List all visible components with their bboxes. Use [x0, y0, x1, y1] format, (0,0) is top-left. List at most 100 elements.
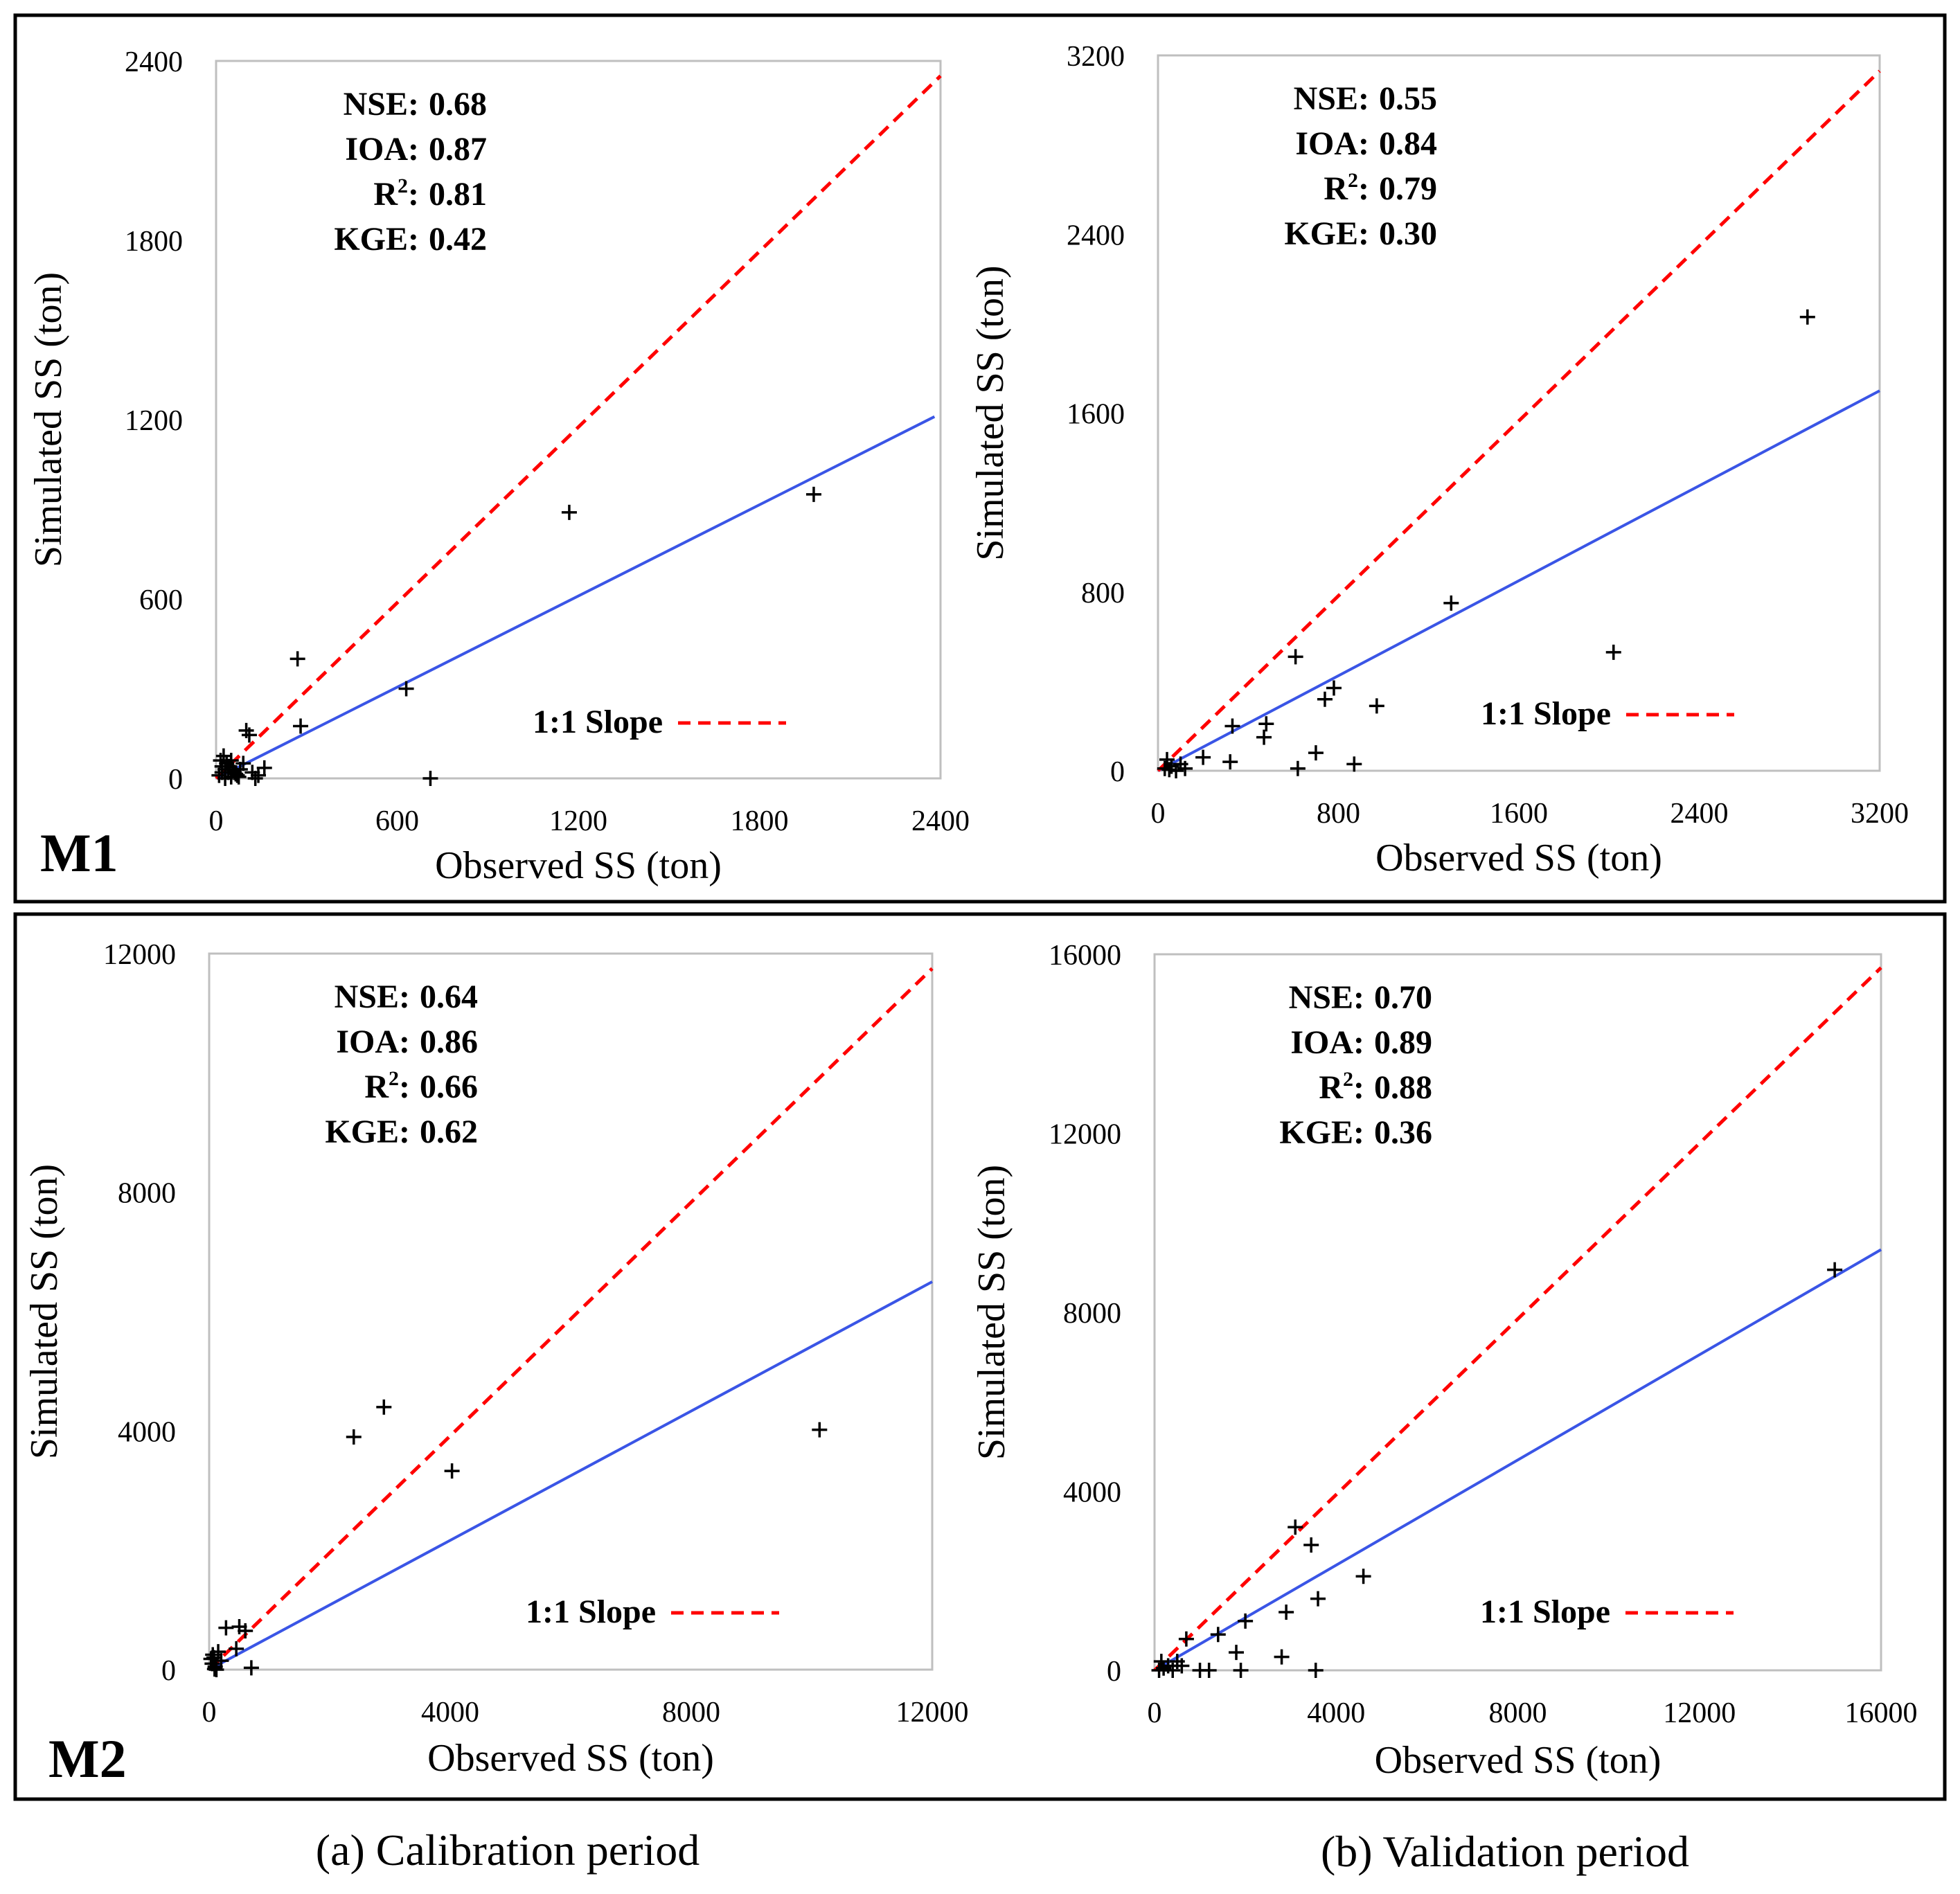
- data-point: [346, 1429, 362, 1445]
- y-tick-label: 2400: [1067, 220, 1125, 251]
- data-point: [235, 756, 251, 771]
- caption-calibration: (a) Calibration period: [316, 1825, 700, 1875]
- stat-label-nse: NSE:: [1289, 979, 1364, 1016]
- y-tick-label: 0: [168, 764, 183, 796]
- y-tick-label: 0: [1107, 1656, 1121, 1688]
- regression-line: [208, 1280, 933, 1671]
- data-point: [218, 1620, 234, 1636]
- data-point: [1317, 691, 1333, 707]
- data-point: [1290, 760, 1306, 776]
- stat-label-r: R2:: [1319, 1068, 1364, 1106]
- data-point: [1303, 1537, 1319, 1553]
- data-point: [1174, 1658, 1190, 1674]
- plot-area: [1157, 54, 1881, 772]
- x-tick-label: 12000: [896, 1697, 969, 1728]
- stat-label-nse: NSE:: [1294, 80, 1369, 117]
- data-point: [243, 1660, 259, 1676]
- x-tick-label: 2400: [911, 805, 970, 837]
- x-tick-label: 4000: [421, 1697, 479, 1728]
- stat-label-ioa: IOA:: [1295, 125, 1369, 162]
- y-tick-label: 0: [1110, 756, 1125, 788]
- regression-line: [1157, 389, 1880, 772]
- x-tick-label: 12000: [1663, 1697, 1736, 1729]
- data-point: [812, 1422, 828, 1438]
- data-point: [1279, 1604, 1294, 1620]
- x-tick-label: 16000: [1845, 1697, 1918, 1729]
- stat-value-ioa: 0.89: [1374, 1024, 1432, 1061]
- data-point: [1229, 1645, 1245, 1661]
- y-tick-label: 8000: [118, 1178, 176, 1210]
- stat-label-ioa: IOA:: [1290, 1024, 1364, 1061]
- data-point: [241, 727, 257, 743]
- data-point: [1827, 1262, 1843, 1278]
- data-point: [1233, 1663, 1249, 1678]
- x-tick-label: 0: [209, 805, 224, 837]
- stat-label-r: R2:: [1324, 169, 1369, 207]
- stat-value-nse: 0.68: [429, 86, 487, 123]
- data-point: [444, 1463, 460, 1479]
- data-point: [206, 1661, 222, 1677]
- y-tick-label: 4000: [1063, 1477, 1121, 1509]
- chart-m2-calibration: 0 4000 8000 12000 0 4000 8000 12000 Observed SS …: [23, 939, 969, 1780]
- data-point: [398, 681, 414, 697]
- stat-label-r: R2:: [364, 1067, 410, 1105]
- row-label-m1: M1: [40, 823, 118, 883]
- y-tick-label: 2400: [125, 46, 183, 78]
- stat-value-nse: 0.64: [420, 979, 478, 1015]
- x-axis-title: Observed SS (ton): [1375, 837, 1662, 879]
- y-axis-title: Simulated SS (ton): [969, 265, 1012, 560]
- x-tick-label: 4000: [1307, 1697, 1365, 1729]
- data-point: [1288, 649, 1303, 665]
- y-axis-title: Simulated SS (ton): [23, 1164, 66, 1459]
- legend-label: 1:1 Slope: [526, 1593, 656, 1630]
- y-axis-title: Simulated SS (ton): [27, 272, 70, 567]
- y-tick-label: 8000: [1063, 1298, 1121, 1330]
- data-point: [1346, 756, 1362, 772]
- legend-label: 1:1 Slope: [1481, 695, 1611, 732]
- x-axis-title: Observed SS (ton): [427, 1737, 714, 1780]
- plot-area: [208, 952, 934, 1671]
- data-point: [1326, 680, 1342, 696]
- data-point: [1238, 1613, 1254, 1629]
- data-point: [1308, 745, 1324, 761]
- data-point: [1177, 760, 1193, 776]
- data-point: [238, 1623, 253, 1638]
- stat-value-r: 0.88: [1374, 1069, 1432, 1106]
- data-point: [1274, 1649, 1290, 1665]
- stat-value-nse: 0.70: [1374, 979, 1432, 1016]
- data-point: [293, 718, 309, 734]
- data-point: [215, 748, 231, 764]
- x-tick-label: 8000: [1489, 1697, 1547, 1729]
- data-point: [1195, 749, 1211, 765]
- data-point: [229, 1641, 244, 1656]
- data-point: [1288, 1519, 1303, 1535]
- x-tick-label: 1800: [731, 805, 789, 837]
- y-tick-label: 12000: [1049, 1119, 1121, 1151]
- y-tick-label: 800: [1081, 578, 1125, 609]
- data-point: [376, 1399, 392, 1415]
- chart-m2-validation: 0 4000 8000 12000 16000 0 4000 8000 12000 16000 Ob…: [970, 940, 1918, 1782]
- stat-value-kge: 0.42: [429, 221, 487, 258]
- row-frame-m1: [13, 13, 1947, 904]
- data-point: [1151, 1663, 1167, 1678]
- data-point: [1224, 718, 1240, 734]
- stat-value-kge: 0.62: [420, 1114, 478, 1150]
- data-point: [289, 651, 305, 667]
- data-point: [805, 486, 821, 502]
- y-tick-label: 1200: [125, 405, 183, 437]
- stat-value-ioa: 0.86: [420, 1024, 478, 1060]
- data-point: [1369, 698, 1384, 714]
- stat-value-kge: 0.36: [1374, 1114, 1432, 1151]
- stat-label-kge: KGE:: [334, 221, 419, 258]
- one-to-one-line: [1153, 966, 1882, 1672]
- y-tick-label: 1600: [1067, 399, 1125, 431]
- data-point: [1157, 760, 1173, 776]
- y-tick-label: 16000: [1049, 940, 1121, 972]
- y-tick-label: 600: [139, 584, 183, 616]
- y-tick-label: 0: [161, 1655, 176, 1687]
- row-label-m2: M2: [48, 1728, 127, 1789]
- plot-area: [215, 60, 942, 780]
- x-tick-label: 600: [375, 805, 419, 837]
- stat-label-ioa: IOA:: [345, 131, 419, 168]
